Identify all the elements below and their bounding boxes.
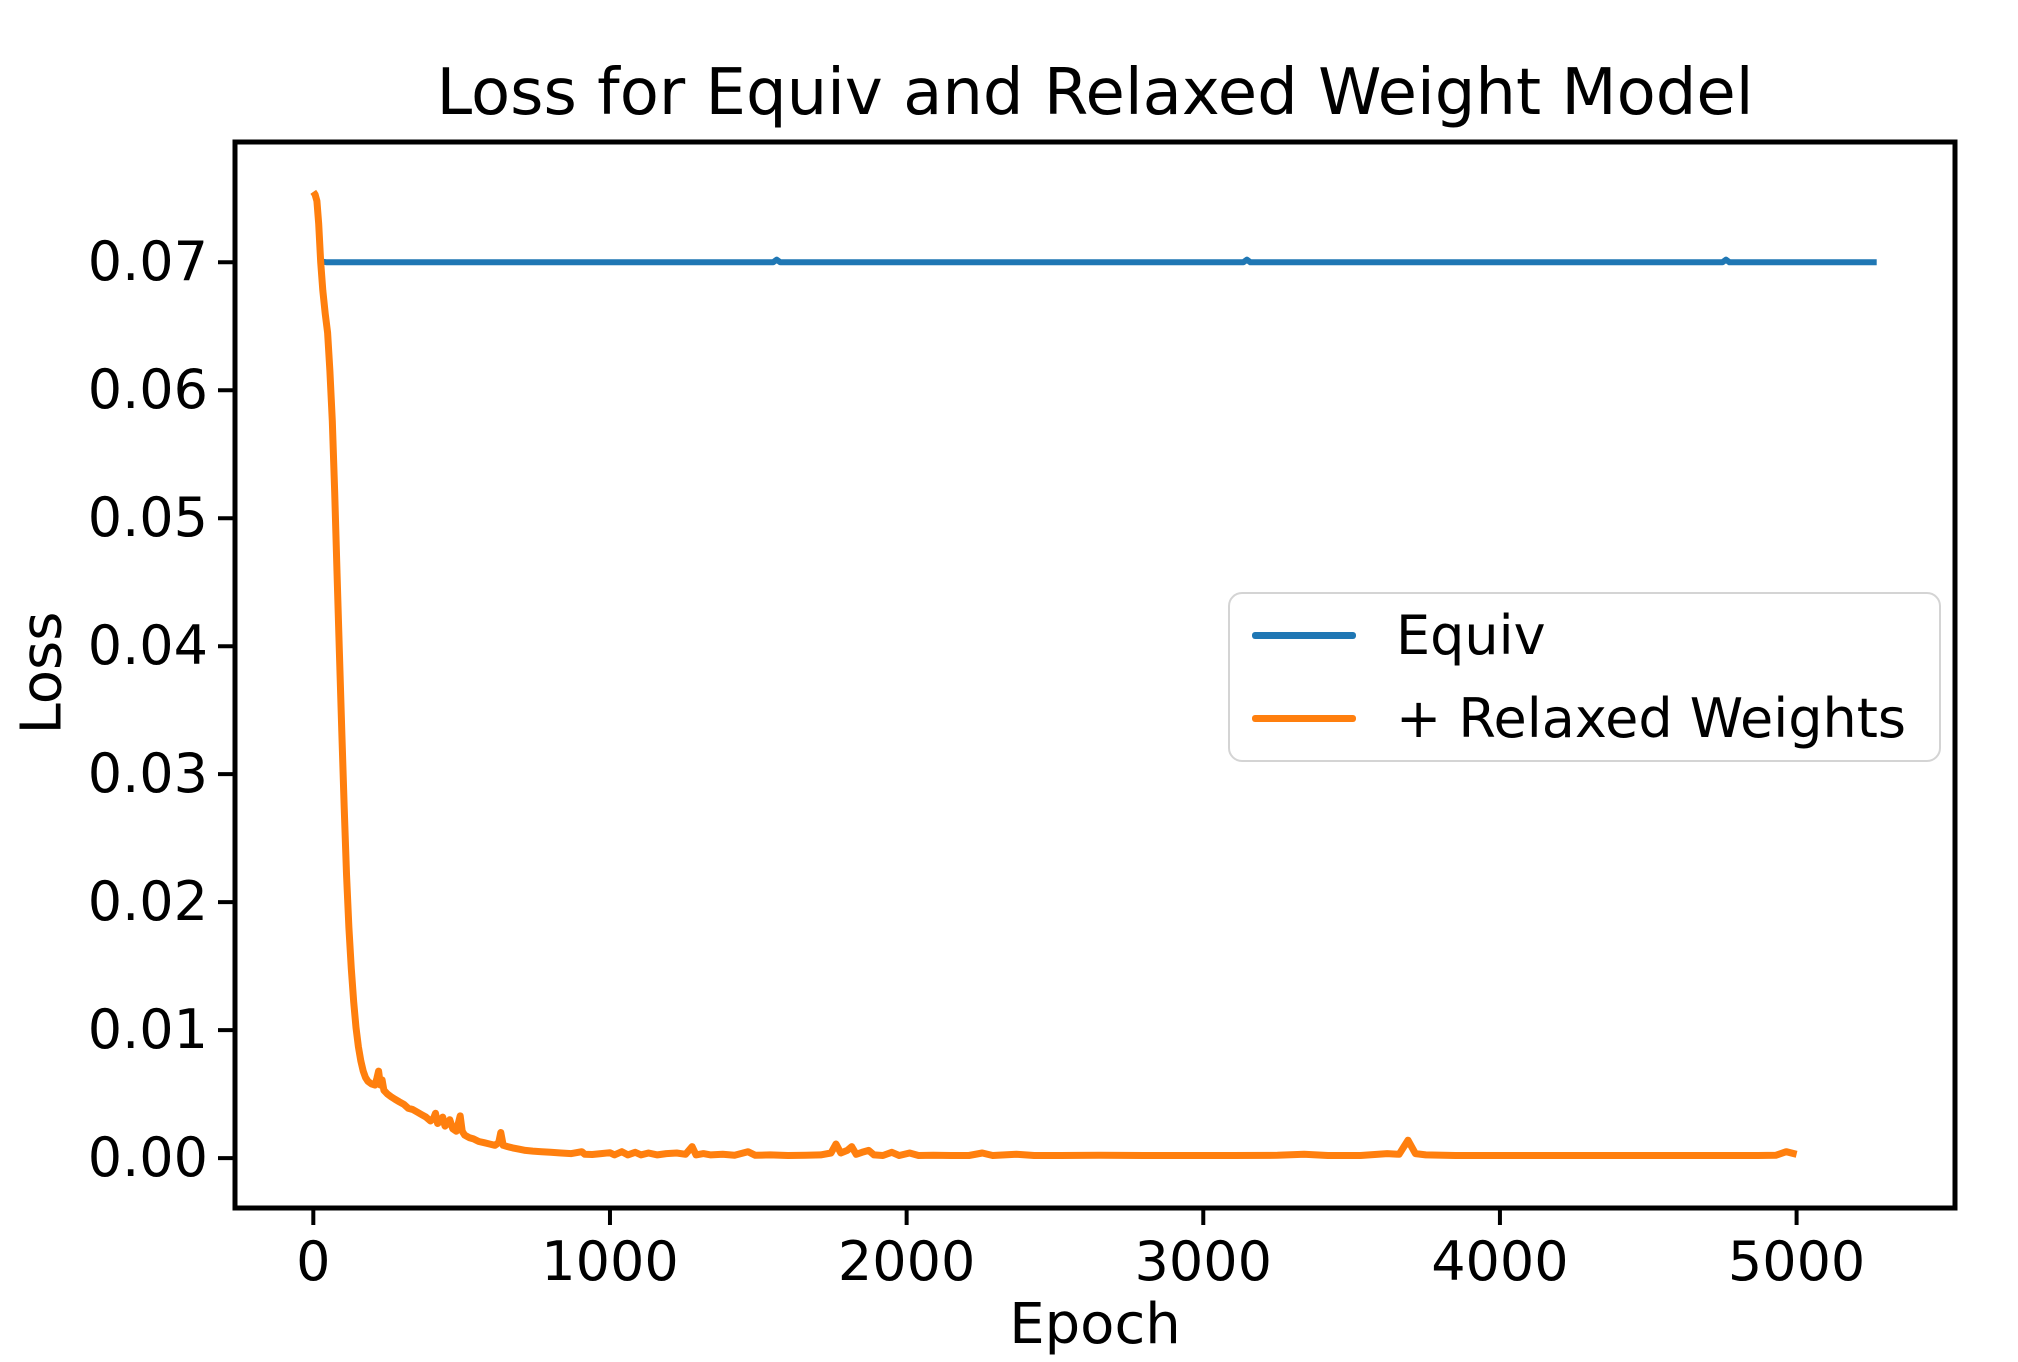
legend-line-sample-equiv [1252, 632, 1356, 639]
y-tick-label: 0.03 [87, 742, 208, 806]
y-tick-label: 0.04 [87, 614, 208, 678]
y-tick-label: 0.07 [87, 230, 208, 294]
y-tick-label: 0.00 [87, 1126, 208, 1190]
x-tick-label: 1000 [541, 1230, 679, 1293]
legend-item-equiv: Equiv [1230, 594, 1939, 677]
legend-line-sample-relaxed-weights [1252, 715, 1356, 722]
legend: Equiv + Relaxed Weights [1228, 592, 1941, 762]
y-tick-label: 0.06 [87, 358, 208, 422]
x-tick-label: 0 [296, 1230, 331, 1293]
y-tick-label: 0.05 [87, 486, 208, 550]
y-tick-label: 0.01 [87, 998, 208, 1062]
x-tick-label: 2000 [837, 1230, 976, 1293]
x-tick-label: 4000 [1431, 1230, 1569, 1293]
x-axis-label: Epoch [1009, 1292, 1181, 1357]
x-tick-label: 3000 [1134, 1230, 1272, 1293]
legend-label-relaxed-weights: + Relaxed Weights [1396, 687, 1907, 750]
chart-title: Loss for Equiv and Relaxed Weight Model [436, 56, 1754, 130]
legend-label-equiv: Equiv [1396, 604, 1546, 667]
legend-item-relaxed-weights: + Relaxed Weights [1230, 677, 1939, 760]
y-tick-label: 0.02 [87, 870, 208, 934]
x-tick-label: 5000 [1727, 1230, 1866, 1293]
